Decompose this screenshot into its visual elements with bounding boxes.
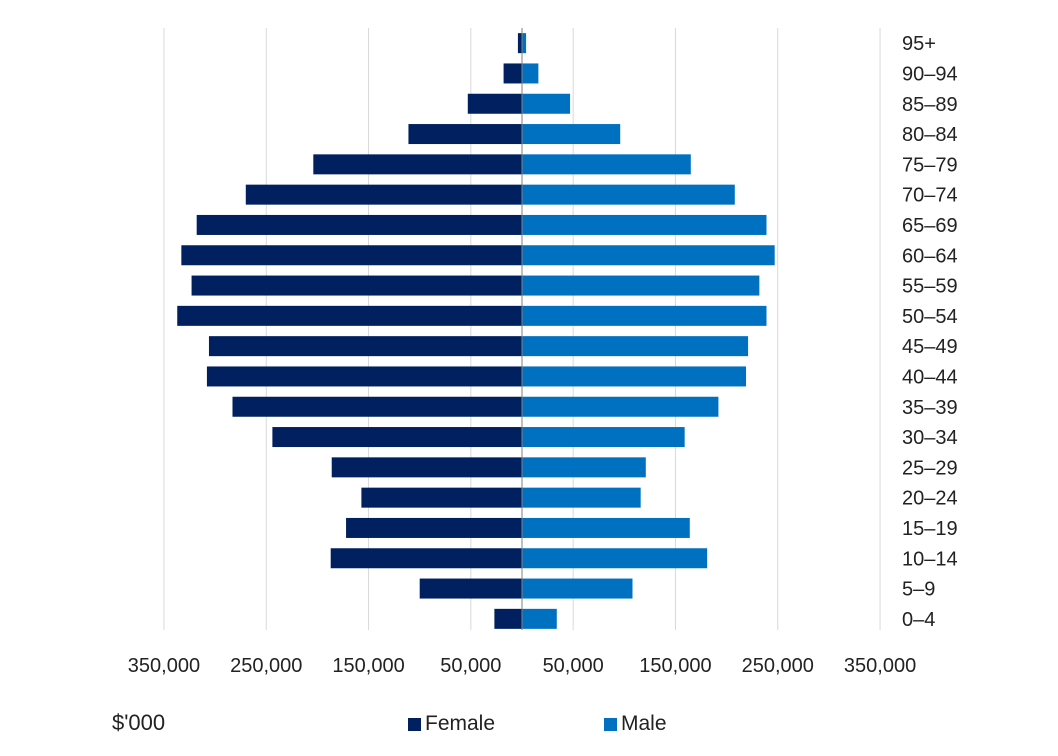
bar-female: [517, 33, 522, 54]
bar-male: [522, 578, 633, 599]
y-category-label: 80–84: [902, 124, 958, 146]
bar-female: [181, 245, 522, 266]
legend-label-male: Male: [621, 712, 667, 735]
bar-female: [503, 63, 522, 84]
bar-male: [522, 396, 719, 417]
bar-male: [522, 336, 749, 357]
bar-female: [331, 457, 522, 478]
y-category-label: 30–34: [902, 427, 958, 449]
bar-male: [522, 427, 685, 448]
x-tick-label: 150,000: [639, 655, 711, 677]
legend-swatch-male: [604, 717, 617, 731]
y-category-label: 70–74: [902, 185, 958, 207]
bar-male: [522, 154, 691, 175]
x-tick-label: 150,000: [332, 655, 404, 677]
bar-female: [408, 124, 522, 145]
x-tick-label: 350,000: [128, 655, 200, 677]
y-category-label: 85–89: [902, 94, 958, 116]
bar-male: [522, 608, 557, 629]
legend-label-female: Female: [425, 712, 496, 735]
y-category-label: 75–79: [902, 154, 958, 176]
y-category-label: 35–39: [902, 397, 958, 419]
bar-female: [191, 275, 523, 296]
bar-male: [522, 548, 708, 569]
y-category-label: 0–4: [902, 609, 935, 631]
bar-female: [177, 305, 522, 326]
bar-male: [522, 184, 735, 205]
bar-male: [522, 93, 571, 114]
bar-male: [522, 214, 767, 235]
x-tick-label: 250,000: [230, 655, 302, 677]
x-tick-label: 350,000: [844, 655, 916, 677]
bar-male: [522, 487, 641, 508]
y-category-label: 10–14: [902, 548, 958, 570]
bar-male: [522, 517, 690, 538]
legend-swatch-female: [408, 717, 421, 731]
bar-male: [522, 457, 646, 478]
bar-female: [313, 154, 522, 175]
y-category-label: 50–54: [902, 306, 958, 328]
y-category-label: 20–24: [902, 488, 958, 510]
bar-female: [208, 336, 522, 357]
bar-male: [522, 33, 527, 54]
bar-female: [419, 578, 522, 599]
bar-male: [522, 63, 539, 84]
x-tick-label: 50,000: [440, 655, 501, 677]
bar-male: [522, 305, 767, 326]
x-tick-label: 50,000: [543, 655, 604, 677]
y-category-label: 15–19: [902, 518, 958, 540]
x-axis-unit-label: $'000: [112, 710, 166, 735]
y-category-label: 40–44: [902, 366, 958, 388]
y-category-label: 65–69: [902, 215, 958, 237]
legend-item-male: Male: [604, 712, 667, 736]
bar-female: [245, 184, 523, 205]
y-category-label: 55–59: [902, 276, 958, 298]
bar-male: [522, 124, 621, 145]
bar-female: [467, 93, 522, 114]
bar-female: [232, 396, 522, 417]
bar-female: [196, 214, 522, 235]
x-tick-label: 250,000: [742, 655, 814, 677]
bar-male: [522, 366, 747, 387]
bar-female: [330, 548, 522, 569]
y-category-label: 95+: [902, 33, 936, 55]
bar-female: [206, 366, 522, 387]
y-category-label: 45–49: [902, 336, 958, 358]
y-category-label: 60–64: [902, 245, 958, 267]
bar-male: [522, 245, 775, 266]
bar-female: [494, 608, 522, 629]
bar-male: [522, 275, 760, 296]
bar-female: [272, 427, 522, 448]
bar-female: [361, 487, 522, 508]
legend-item-female: Female: [408, 712, 495, 736]
bar-female: [346, 517, 522, 538]
y-category-label: 25–29: [902, 457, 958, 479]
y-category-label: 90–94: [902, 63, 958, 85]
y-category-label: 5–9: [902, 579, 935, 601]
